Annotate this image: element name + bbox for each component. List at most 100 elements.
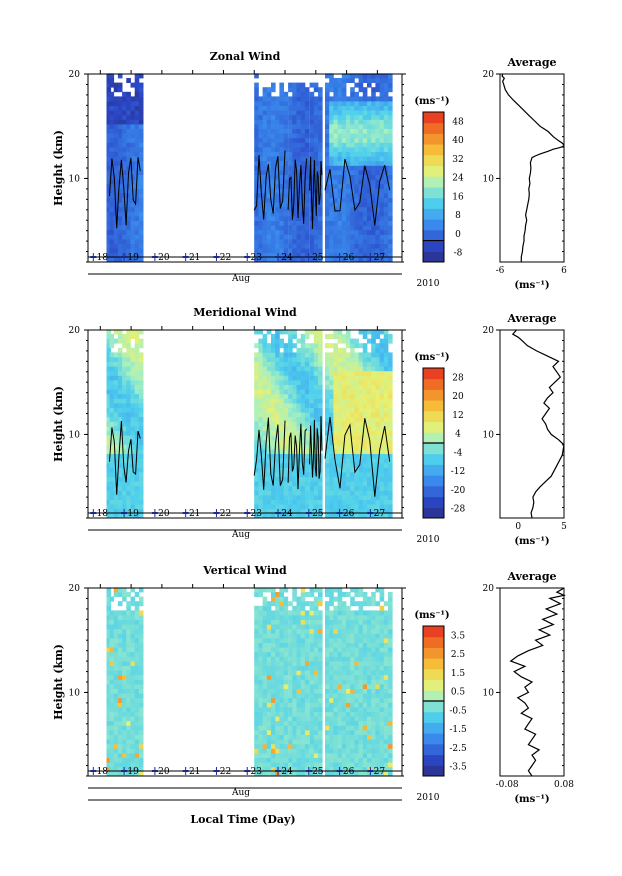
heatmap-cell [333,504,338,510]
heatmap-cell [275,407,280,413]
heatmap-cell [288,225,293,231]
heatmap-cell [113,725,119,731]
heatmap-cell [126,757,131,763]
heatmap-cell [130,587,136,593]
heatmap-cell [304,481,310,487]
heatmap-cell [266,137,272,143]
heatmap-cell [313,734,319,740]
heatmap-cell [254,638,259,643]
heatmap-cell [296,119,302,125]
heatmap-cell [318,334,323,339]
heatmap-cell [304,384,310,390]
heatmap-cell [283,720,289,726]
heatmap-cell [266,766,272,772]
heatmap-cell [346,748,351,754]
heatmap-cell [300,762,306,768]
heatmap-cell [279,225,284,231]
heatmap-cell [362,114,368,120]
heatmap-cell [325,449,330,454]
heatmap-cell [254,730,259,735]
heatmap-cell [109,370,115,376]
heatmap-cell [337,615,343,620]
heatmap-cell [329,202,334,208]
heatmap-cell [288,105,293,111]
heatmap-cell [375,105,380,111]
heatmap-cell [288,334,293,339]
heatmap-cell [292,82,297,88]
heatmap-cell [130,124,136,129]
heatmap-cell [346,716,351,722]
heatmap-cell [258,508,263,514]
heatmap-cell [329,147,334,152]
heatmap-cell [313,647,319,653]
heatmap-cell [283,110,289,116]
heatmap-cell [354,647,359,653]
heatmap-cell [313,757,319,763]
heatmap-cell [126,508,131,514]
heatmap-cell [383,206,389,212]
heatmap-cell [130,697,136,703]
heatmap-cell [279,734,284,740]
heatmap-cell [283,587,289,593]
heatmap-cell [318,693,323,699]
heatmap-cell [275,334,280,339]
heatmap-cell [106,78,112,83]
heatmap-cell [346,193,351,198]
heatmap-cell [113,739,119,745]
heatmap-cell [109,119,115,125]
heatmap-cell [318,393,323,399]
heatmap-cell [300,334,306,339]
heatmap-cell [367,329,372,335]
heatmap-cell [262,748,268,754]
heatmap-cell [275,513,280,519]
heatmap-cell [333,508,338,514]
heatmap-cell [333,110,338,116]
heatmap-cell [309,711,315,717]
heatmap-cell [288,110,293,116]
heatmap-cell [325,458,330,464]
heatmap-cell [354,642,359,648]
heatmap-cell [292,421,297,427]
heatmap-cell [354,338,359,344]
heatmap-cell [354,435,359,441]
heatmap-cell [383,188,389,194]
heatmap-cell [275,472,280,477]
heatmap-cell [358,202,364,208]
heatmap-cell [254,499,259,505]
heatmap-cell [371,472,376,477]
heatmap-cell [109,513,115,519]
heatmap-cell [383,403,389,408]
heatmap-cell [346,430,351,436]
heatmap-cell [106,151,112,157]
heatmap-cell [388,366,393,372]
heatmap-cell [275,197,280,203]
heatmap-cell [371,110,376,116]
heatmap-cell [388,375,393,381]
heatmap-cell [325,628,330,634]
heatmap-cell [279,165,284,171]
heatmap-cell [371,670,376,676]
heatmap-cell [279,393,284,399]
heatmap-cell [266,601,272,607]
heatmap-cell [362,197,368,203]
heatmap-cell [350,702,355,708]
heatmap-cell [367,170,372,175]
heatmap-cell [350,739,355,745]
heatmap-cell [134,748,140,754]
heatmap-cell [138,151,144,157]
heatmap-cell [109,338,115,344]
heatmap-cell [134,688,140,694]
heatmap-cell [106,179,112,185]
heatmap-cell [362,592,368,597]
heatmap-cell [379,170,385,175]
heatmap-cell [333,147,338,152]
heatmap-cell [358,73,364,79]
heatmap-cell [266,252,272,258]
heatmap-cell [279,679,284,685]
heatmap-cell [134,252,140,258]
heatmap-cell [362,239,368,244]
heatmap-cell [333,119,338,125]
heatmap-cell [266,110,272,116]
heatmap-cell [300,170,306,175]
heatmap-cell [371,133,376,139]
